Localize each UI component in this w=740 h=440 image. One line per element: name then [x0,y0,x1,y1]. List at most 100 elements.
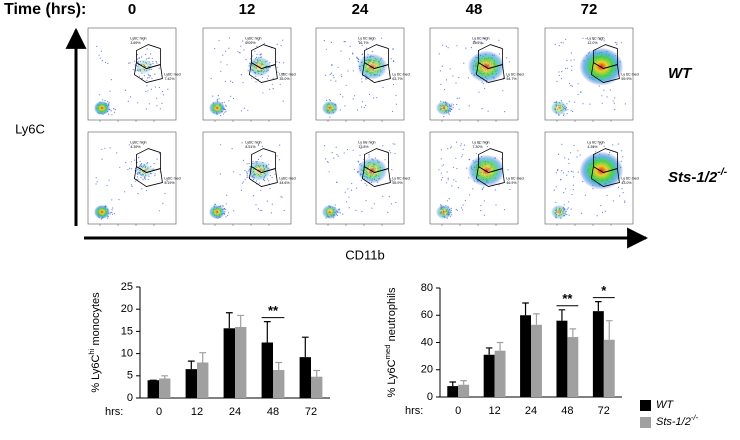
event-dot [577,150,579,152]
gate-name: Ly6C med [164,73,180,77]
label-sup: med [383,344,392,359]
event-dot [357,60,359,62]
event-dot [155,60,157,63]
event-dot [240,110,242,112]
event-dot [108,113,110,115]
event-dot [508,61,511,63]
event-dot [245,59,247,61]
event-dot [354,95,356,97]
event-dot [111,213,114,215]
event-dot [272,77,274,79]
event-dot [465,47,467,49]
gate [133,61,163,83]
event-dot [483,38,485,40]
event-dot [96,45,98,48]
label: % Ly6Chi monocytes [87,292,102,393]
legend-label: Sts-1/2-/- [656,413,699,428]
event-dot [348,207,350,209]
event-dot [461,209,464,211]
gate-name: Ly 6C high [587,141,604,145]
event-dot [357,57,359,59]
event-dot [261,209,263,211]
event-dot [382,195,384,197]
x-tick-label: 72 [305,406,317,418]
event-dot [621,188,623,190]
event-dot [439,70,441,72]
event-dot [242,181,244,183]
event-dot [352,52,354,54]
event-dot [104,100,106,102]
event-dot [361,44,363,46]
event-dot [560,41,562,44]
event-dot [440,204,442,206]
event-dot [440,149,442,151]
event-dot [336,181,338,183]
event-dot [352,70,354,72]
event-dot [555,186,557,188]
event-dot [246,163,248,165]
bar [235,326,247,398]
gate [248,61,278,83]
event-dot [483,186,485,188]
event-dot [130,168,133,170]
event-dot [118,199,120,201]
event-dot [279,144,281,146]
gate-name: Ly 6C med [621,73,638,77]
event-dot [555,201,557,203]
x-tick-label: 48 [561,405,573,417]
gate-percent: 35.0% [279,77,290,81]
event-dot [365,142,367,144]
event-dot [568,158,570,160]
event-dot [395,201,397,204]
event-dot [130,184,133,186]
event-dot [353,168,355,170]
event-dot [162,94,164,96]
event-dot [446,171,448,173]
event-dot [494,189,496,191]
event-dot [158,67,160,69]
event-dot [276,43,278,46]
legend-swatch [640,400,651,411]
event-dot [113,111,116,113]
event-dot [392,143,394,145]
event-dot [255,204,257,206]
event-dot [219,173,221,175]
event-dot [231,148,233,150]
event-dot [237,51,239,53]
event-dot [246,176,248,178]
event-dot [562,172,564,174]
event-dot [152,61,154,63]
x-tick-label: 24 [229,406,241,418]
bar [531,324,542,397]
x-axis-label: hrs: [405,405,423,417]
event-dot [600,204,602,207]
density-blob [357,157,388,184]
event-dot [472,188,474,190]
time-point: 72 [581,1,598,18]
event-dot [342,213,344,215]
gate-name: Ly 6C med [392,177,409,181]
event-dot [159,153,161,155]
event-dot [225,203,227,205]
event-dot [147,73,149,75]
event-dot [601,95,603,97]
event-dot [561,143,563,145]
bar [311,376,323,398]
event-dot [164,192,166,195]
event-dot [456,45,458,47]
event-dot [143,75,145,77]
event-dot [130,161,132,163]
event-dot [577,171,579,173]
event-dot [355,187,358,189]
event-dot [603,40,605,42]
event-dot [468,105,470,107]
density-blob [467,154,505,187]
event-dot [558,114,560,116]
y-tick-label: 0 [127,392,133,404]
event-dot [455,82,457,84]
event-dot [244,178,246,180]
event-dot [110,110,112,112]
event-dot [606,96,608,98]
event-dot [112,207,114,209]
event-dot [148,103,150,105]
